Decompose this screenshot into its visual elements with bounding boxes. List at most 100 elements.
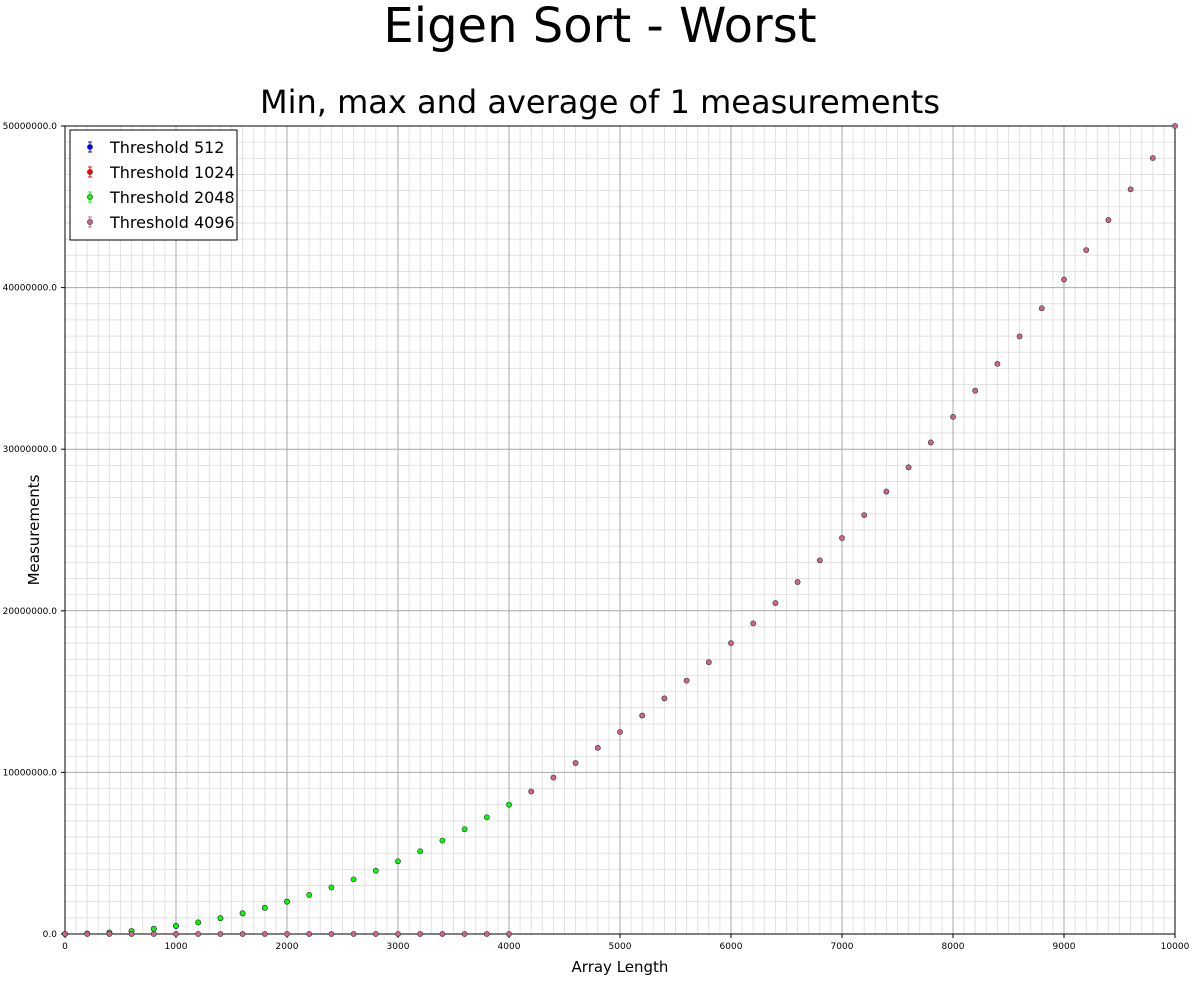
data-point	[395, 858, 401, 865]
data-point	[217, 931, 224, 937]
x-tick-label: 2000	[276, 942, 299, 952]
data-point	[683, 677, 690, 684]
data-point	[994, 360, 1001, 367]
legend-label: Threshold 1024	[109, 163, 235, 182]
data-point	[350, 876, 357, 883]
data-point	[195, 931, 202, 937]
legend-marker	[87, 219, 93, 225]
data-point	[772, 600, 779, 606]
data-point	[594, 744, 601, 751]
data-point	[84, 931, 91, 937]
data-point	[1038, 305, 1045, 312]
data-point	[661, 695, 668, 702]
data-point	[328, 931, 335, 937]
data-point	[439, 931, 446, 937]
data-point	[1105, 217, 1112, 223]
data-point	[62, 931, 68, 937]
data-point	[439, 837, 446, 844]
chart-subtitle: Min, max and average of 1 measurements	[259, 83, 941, 121]
x-axis-label: Array Length	[572, 958, 669, 976]
data-point	[417, 931, 424, 937]
data-point	[239, 931, 246, 937]
legend-box	[69, 129, 238, 241]
data-point	[461, 826, 468, 833]
data-point	[905, 464, 912, 471]
legend-marker	[87, 194, 93, 200]
data-point	[705, 659, 712, 666]
data-point	[128, 931, 135, 937]
y-tick-label: 0.0	[43, 930, 58, 940]
data-point	[550, 774, 557, 781]
x-tick-labels: 0 1000 2000 3000 4000 5000 6000 7000 8000 9000 100…	[62, 942, 1189, 952]
x-tick-label: 3000	[387, 942, 410, 952]
legend-marker	[87, 169, 93, 175]
y-tick-label: 20000000.0	[3, 607, 58, 617]
legend-marker	[87, 144, 93, 150]
data-point	[284, 931, 290, 937]
data-point	[617, 729, 623, 735]
x-tick-label: 8000	[942, 942, 965, 952]
data-point	[328, 884, 335, 891]
data-point	[173, 931, 179, 937]
data-point	[417, 848, 424, 855]
y-tick-label: 10000000.0	[3, 768, 58, 778]
y-tick-label: 40000000.0	[3, 284, 58, 294]
data-point	[306, 931, 313, 937]
chart-title: Eigen Sort - Worst	[383, 0, 817, 54]
data-point	[839, 535, 845, 541]
data-point	[350, 931, 357, 937]
data-point	[950, 413, 956, 420]
data-point	[306, 891, 313, 898]
data-point	[506, 801, 512, 808]
data-point	[483, 814, 490, 821]
legend-label: Threshold 2048	[109, 188, 235, 207]
data-point	[506, 931, 512, 937]
legend: Threshold 512 Threshold 1024 Threshold 204…	[69, 129, 238, 241]
x-tick-label: 9000	[1053, 942, 1076, 952]
data-point	[461, 931, 468, 937]
data-point	[1127, 186, 1134, 193]
data-point	[972, 387, 979, 394]
y-tick-labels: 0.0 10000000.0 20000000.0 30000000.0 4000000…	[3, 122, 58, 940]
x-tick-label: 7000	[831, 942, 854, 952]
data-point	[150, 931, 157, 937]
data-point	[728, 640, 734, 647]
data-point	[816, 557, 823, 564]
data-point	[261, 931, 268, 937]
data-point	[572, 760, 579, 766]
data-point	[150, 925, 157, 932]
x-tick-label: 1000	[165, 942, 188, 952]
data-point	[1083, 247, 1090, 254]
y-tick-label: 30000000.0	[3, 445, 58, 455]
data-point	[750, 620, 757, 627]
data-point	[927, 439, 934, 446]
data-point	[861, 512, 868, 519]
data-point	[1061, 276, 1067, 283]
data-point	[1172, 123, 1178, 129]
data-point	[372, 867, 379, 874]
y-tick-label: 50000000.0	[3, 122, 58, 132]
data-point	[106, 931, 113, 937]
data-point	[639, 712, 646, 719]
x-tick-label: 10000	[1161, 942, 1190, 952]
x-tick-label: 0	[62, 942, 68, 952]
series-threshold-4096	[62, 123, 1178, 937]
data-point	[1149, 155, 1156, 161]
data-point	[483, 931, 490, 937]
data-point	[195, 919, 202, 926]
x-tick-label: 5000	[609, 942, 632, 952]
data-point	[372, 931, 379, 937]
data-point	[284, 898, 290, 905]
x-tick-label: 6000	[720, 942, 743, 952]
data-points	[62, 123, 1178, 937]
data-point	[217, 915, 224, 922]
data-point	[794, 579, 801, 585]
x-tick-label: 4000	[498, 942, 521, 952]
data-point	[883, 488, 890, 495]
data-point	[395, 931, 401, 937]
legend-label: Threshold 4096	[109, 213, 235, 232]
data-point	[528, 788, 535, 795]
data-point	[239, 910, 246, 917]
y-axis-label: Measurements	[25, 474, 43, 585]
